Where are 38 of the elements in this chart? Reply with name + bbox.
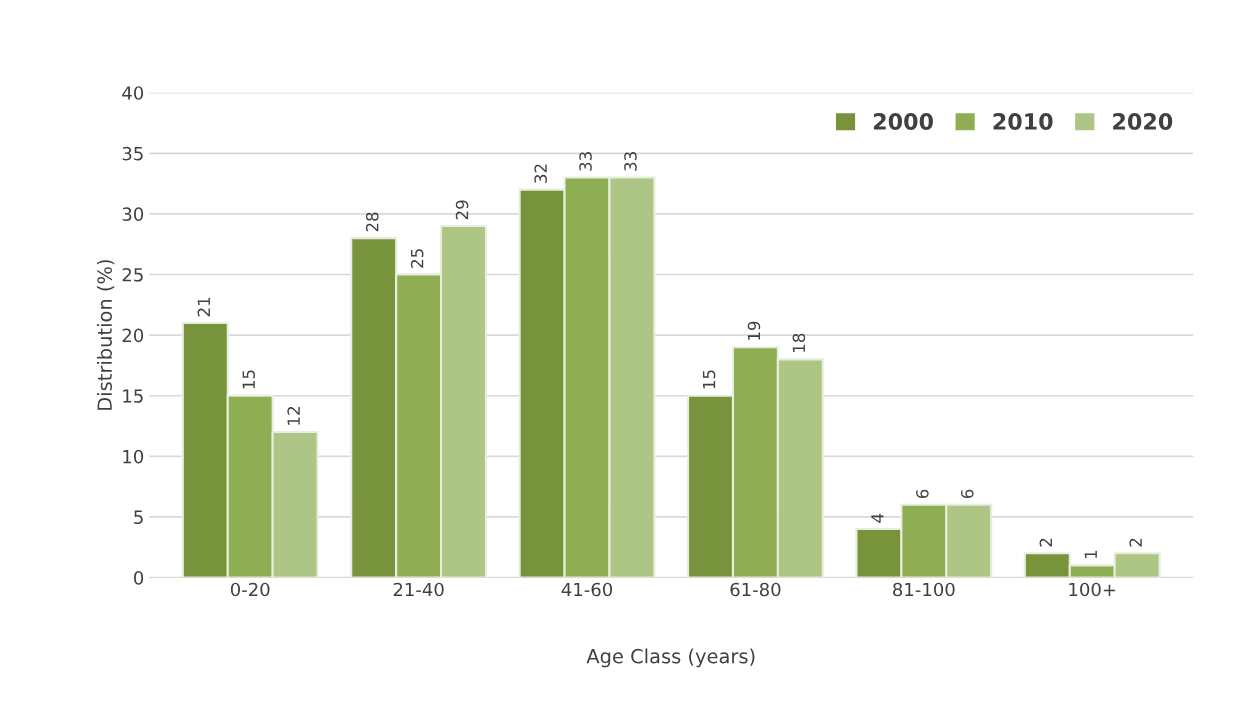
y-axis-title: Distribution (%)	[96, 260, 115, 410]
data-label: 6	[960, 489, 974, 499]
data-label: 18	[792, 333, 806, 352]
data-label: 21	[197, 297, 210, 317]
data-label: 28	[365, 212, 379, 232]
y-tick-label: 35	[122, 146, 143, 161]
data-label: 29	[455, 200, 469, 220]
x-tick-label: 41-60	[561, 582, 613, 597]
y-tick-label: 40	[122, 86, 144, 100]
data-label: 4	[871, 513, 884, 523]
data-label: 12	[287, 406, 300, 425]
data-label: 25	[410, 249, 424, 268]
data-label: 15	[242, 370, 256, 389]
y-tick-label: 5	[134, 510, 143, 525]
y-tick-label: 25	[122, 267, 143, 282]
x-tick-label: 0-20	[230, 582, 270, 597]
legend-label: 2010	[993, 113, 1053, 130]
x-tick-label: 100+	[1069, 582, 1116, 597]
x-tick-label: 81-100	[893, 582, 955, 597]
y-tick-label: 30	[122, 207, 144, 222]
data-label: 19	[747, 321, 761, 340]
data-label: 2	[1129, 538, 1142, 547]
y-tick-label: 0	[134, 570, 144, 585]
y-tick-label: 10	[123, 449, 144, 464]
x-axis-title: Age Class (years)	[586, 648, 755, 668]
legend-label: 2020	[1113, 113, 1173, 130]
y-tick-label: 20	[122, 328, 144, 343]
data-label: 33	[579, 152, 592, 171]
data-label: 2	[1039, 538, 1052, 547]
data-label: 32	[534, 164, 547, 183]
y-tick-label: 15	[123, 389, 143, 403]
x-tick-label: 61-80	[730, 582, 781, 597]
data-label: 15	[702, 370, 716, 389]
data-label: 1	[1084, 550, 1097, 559]
x-tick-label: 21-40	[393, 582, 444, 597]
data-label: 33	[624, 152, 637, 171]
data-label: 6	[916, 489, 929, 499]
legend-label: 2000	[873, 113, 933, 130]
